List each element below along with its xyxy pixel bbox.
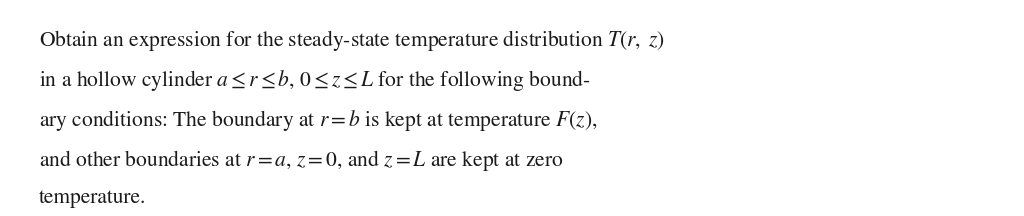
- Text: ary conditions: The boundary at $r = b$ is kept at temperature $F(z)$,: ary conditions: The boundary at $r = b$ …: [39, 108, 598, 133]
- Text: and other boundaries at $r = a$, $z = 0$, and $z = L$ are kept at zero: and other boundaries at $r = a$, $z = 0$…: [39, 148, 563, 173]
- Text: temperature.: temperature.: [39, 188, 146, 208]
- Text: Obtain an expression for the steady-state temperature distribution $T(r,\ z)$: Obtain an expression for the steady-stat…: [39, 28, 665, 53]
- Text: in a hollow cylinder $a \leq r \leq b$, $0 \leq z \leq L$ for the following boun: in a hollow cylinder $a \leq r \leq b$, …: [39, 68, 591, 93]
